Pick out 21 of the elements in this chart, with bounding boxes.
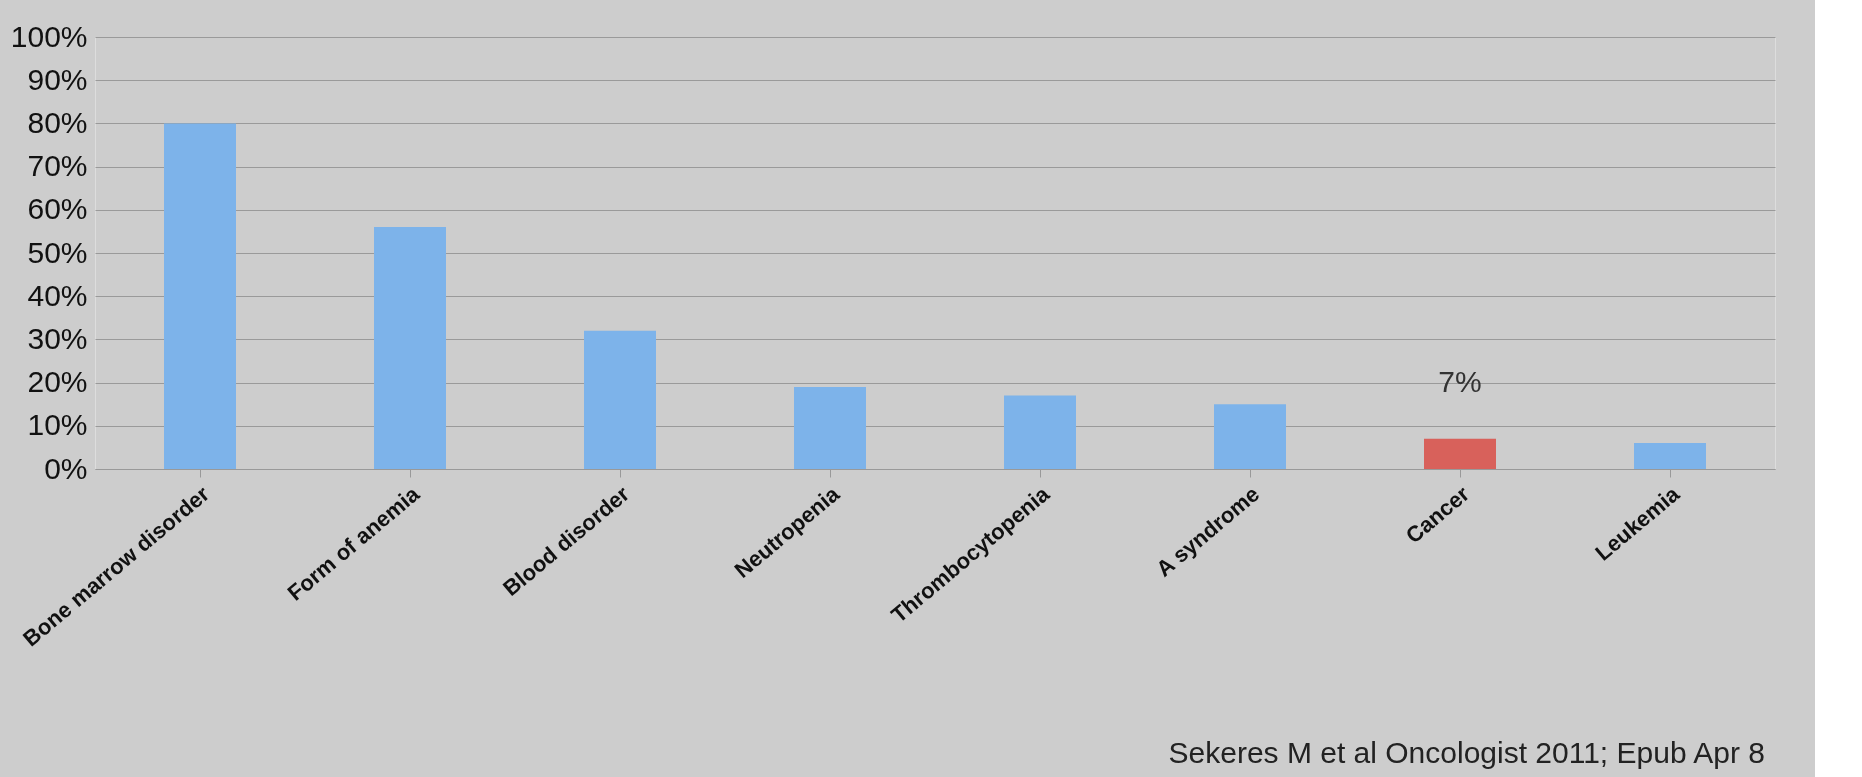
- y-tick-label: 70%: [27, 149, 88, 183]
- bar: [1214, 404, 1286, 469]
- bar: [1004, 395, 1076, 469]
- bar: [794, 386, 866, 469]
- y-tick-label: 90%: [27, 62, 88, 96]
- bar: [374, 227, 446, 469]
- y-tick-label: 20%: [27, 365, 88, 399]
- bar: [1634, 443, 1706, 469]
- bar: [584, 330, 656, 469]
- y-tick-label: 50%: [27, 235, 88, 269]
- y-tick-label: 30%: [27, 321, 88, 355]
- y-tick-label: 60%: [27, 192, 88, 226]
- y-tick-label: 10%: [27, 408, 88, 442]
- y-tick-label: 40%: [27, 278, 88, 312]
- bar: [1424, 438, 1496, 469]
- y-tick-label: 80%: [27, 105, 88, 139]
- y-tick-label: 100%: [10, 19, 88, 53]
- text: Sekeres M et al Oncologist 2011; Epub Apr 8: [1168, 736, 1765, 769]
- data-label: 7%: [1438, 364, 1482, 398]
- y-tick-label: 0%: [44, 451, 88, 485]
- bar: [164, 123, 236, 469]
